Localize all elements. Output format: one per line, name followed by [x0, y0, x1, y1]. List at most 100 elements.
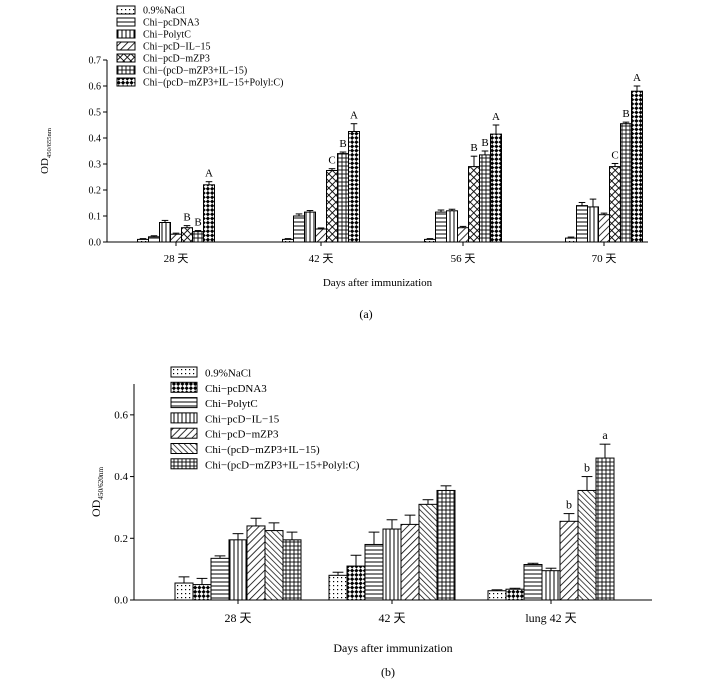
y-axis-label: OD450/620nm: [89, 467, 105, 517]
y-tick-label: 0.4: [89, 134, 102, 145]
x-axis-label: Days after immunization: [323, 277, 433, 289]
legend-swatch: [170, 397, 198, 409]
bar: [595, 457, 615, 601]
panel-label-a: (a): [359, 307, 372, 321]
bar: [337, 153, 349, 243]
bar: [468, 166, 480, 243]
legend-swatch: [170, 458, 198, 470]
legend-swatch: [170, 443, 198, 454]
bar: [631, 90, 643, 243]
legend-label: Chi−PolytC: [143, 30, 191, 41]
significance-label: B: [622, 108, 629, 120]
y-tick-label: 0.2: [114, 533, 128, 545]
legend-swatch: [170, 412, 198, 424]
legend-swatch: [170, 427, 198, 439]
panel-label-b: (b): [381, 665, 395, 679]
bar: [487, 590, 507, 601]
bar: [620, 123, 632, 243]
y-axis-label-main: OD: [89, 499, 103, 517]
legend-label: 0.9%NaCl: [205, 368, 251, 380]
legend-label: Chi−pcD−mZP3: [205, 429, 279, 441]
bar: [192, 231, 204, 243]
legend-label: 0.9%NaCl: [143, 6, 185, 17]
bar: [609, 166, 621, 243]
legend-swatch: [116, 17, 136, 27]
y-tick-label: 0.6: [114, 409, 128, 421]
significance-label: B: [183, 212, 190, 224]
chart-panel-b: 0.0 0.2 0.4 0.6 OD450/620nm Days after immuni…: [89, 366, 652, 655]
y-axis-label-subscript: 450/620nm: [97, 467, 105, 500]
x-tick-label: 42 天: [378, 611, 405, 625]
y-tick-label: 0.3: [89, 160, 102, 171]
bar: [148, 236, 160, 243]
legend-label: Chi−pcD−IL−15: [143, 42, 210, 53]
bar: [192, 584, 212, 601]
legend-label: Chi−PolytC: [205, 398, 258, 410]
legend-label: Chi−pcD−mZP3: [143, 54, 210, 65]
legend-label: Chi−pcD−IL−15: [205, 413, 280, 425]
x-tick-label: 70 天: [592, 253, 617, 265]
bar: [346, 565, 366, 601]
bar: [174, 582, 194, 601]
bar: [181, 227, 193, 243]
significance-label: C: [611, 149, 618, 161]
bar: [457, 227, 469, 243]
y-axis-label: OD450/655nm: [39, 127, 53, 174]
bar: [541, 570, 561, 601]
significance-label: B: [470, 142, 477, 154]
bar: [364, 543, 384, 601]
legend-swatch: [116, 41, 136, 51]
bar: [282, 238, 294, 243]
y-tick-label: 0.0: [114, 595, 128, 607]
legend-swatch: [116, 53, 136, 63]
bar: [587, 206, 599, 243]
legend-swatch: [116, 65, 136, 75]
bar: [436, 489, 456, 601]
y-tick-label: 0.2: [89, 186, 102, 197]
legend: 0.9%NaClChi−pcDNA3Chi−PolytCChi−pcD−IL−1…: [170, 366, 360, 471]
chart-panel-a: 0.0 0.1 0.2 0.3 0.4 0.5 0.6 0.7 OD450/655nm Days …: [39, 5, 648, 289]
bar: [559, 520, 579, 601]
bar: [315, 228, 327, 243]
significance-label: a: [602, 428, 608, 442]
bar: [246, 525, 266, 601]
legend-swatch: [116, 29, 136, 39]
legend: 0.9%NaClChi−pcDNA3Chi−PolytCChi−pcD−IL−1…: [116, 5, 283, 89]
y-tick-label: 0.1: [89, 212, 102, 223]
y-tick-label: 0.4: [114, 471, 128, 483]
bar: [446, 210, 458, 243]
bar: [326, 170, 338, 243]
bar: [576, 205, 588, 243]
bar: [505, 588, 525, 601]
legend-swatch: [116, 5, 136, 15]
legend-label: Chi−pcDNA3: [143, 18, 199, 29]
bar: [598, 214, 610, 243]
bar: [424, 238, 436, 243]
bar: [203, 184, 215, 243]
legend-label: Chi−(pcD−mZP3+IL−15): [143, 66, 247, 77]
bar: [382, 528, 402, 601]
bar: [435, 211, 447, 243]
significance-label: b: [584, 461, 590, 475]
y-tick-label: 0.6: [89, 82, 102, 93]
bar: [490, 133, 502, 243]
bar: [304, 211, 316, 243]
bar: [418, 503, 438, 601]
bar: [228, 539, 248, 601]
significance-label: A: [205, 168, 213, 180]
significance-label: C: [328, 155, 335, 167]
bar: [170, 233, 182, 243]
bar: [565, 237, 577, 243]
legend-label: Chi−(pcD−mZP3+IL−15+Polyl:C): [205, 459, 360, 471]
legend-label: Chi−(pcD−mZP3+IL−15+Polyl:C): [143, 78, 283, 89]
bar: [328, 574, 348, 601]
y-tick-label: 0.5: [89, 108, 102, 119]
x-axis-label: Days after immunization: [333, 641, 452, 655]
significance-label: A: [633, 72, 641, 84]
significance-label: B: [339, 138, 346, 150]
x-tick-label: lung 42 天: [525, 611, 576, 625]
y-tick-label: 0.7: [89, 56, 102, 67]
significance-label: b: [566, 498, 572, 512]
bar: [577, 489, 597, 601]
y-axis-label-subscript: 450/655nm: [46, 127, 53, 158]
